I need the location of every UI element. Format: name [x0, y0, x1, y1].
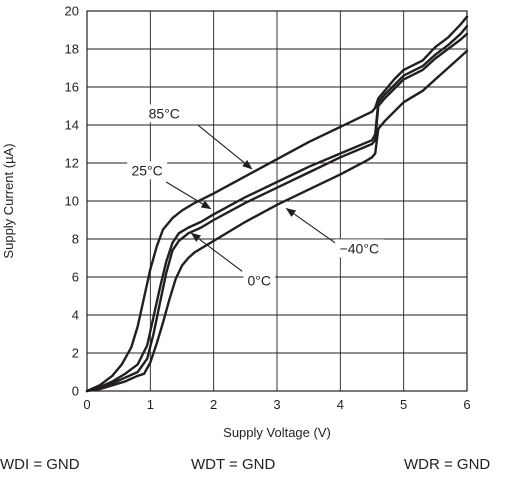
y-tick-label: 18 — [65, 42, 79, 57]
y-tick-labels: 0 2 4 6 8 10 12 14 16 18 20 — [65, 4, 79, 399]
x-tick-labels: 0 1 2 3 4 5 6 — [83, 397, 470, 412]
x-tick-label: 3 — [273, 397, 280, 412]
y-tick-label: 16 — [65, 80, 79, 95]
y-tick-label: 10 — [65, 194, 79, 209]
footer-wdt-condition: WDT = GND — [191, 456, 275, 473]
y-tick-label: 14 — [65, 118, 79, 133]
y-tick-label: 2 — [72, 346, 79, 361]
x-tick-label: 2 — [210, 397, 217, 412]
y-tick-label: 20 — [65, 4, 79, 19]
annotation-label: 0°C — [248, 273, 272, 289]
x-tick-label: 6 — [463, 397, 470, 412]
annotation-label: 25°C — [132, 162, 163, 178]
y-tick-label: 12 — [65, 156, 79, 171]
annotation-label: 85°C — [149, 105, 180, 121]
y-tick-label: 0 — [72, 384, 79, 399]
x-tick-label: 1 — [147, 397, 154, 412]
footer-wdi-condition: WDI = GND — [0, 456, 80, 473]
footer-wdr-condition: WDR = GND — [404, 456, 490, 473]
x-axis-label: Supply Voltage (V) — [223, 425, 331, 440]
x-tick-label: 0 — [83, 397, 90, 412]
y-axis-label: Supply Current (µA) — [1, 143, 16, 258]
annotation-label: −40°C — [340, 240, 379, 256]
y-tick-label: 8 — [72, 232, 79, 247]
y-tick-label: 6 — [72, 270, 79, 285]
x-tick-label: 4 — [337, 397, 344, 412]
y-tick-label: 4 — [72, 308, 79, 323]
x-tick-label: 5 — [400, 397, 407, 412]
